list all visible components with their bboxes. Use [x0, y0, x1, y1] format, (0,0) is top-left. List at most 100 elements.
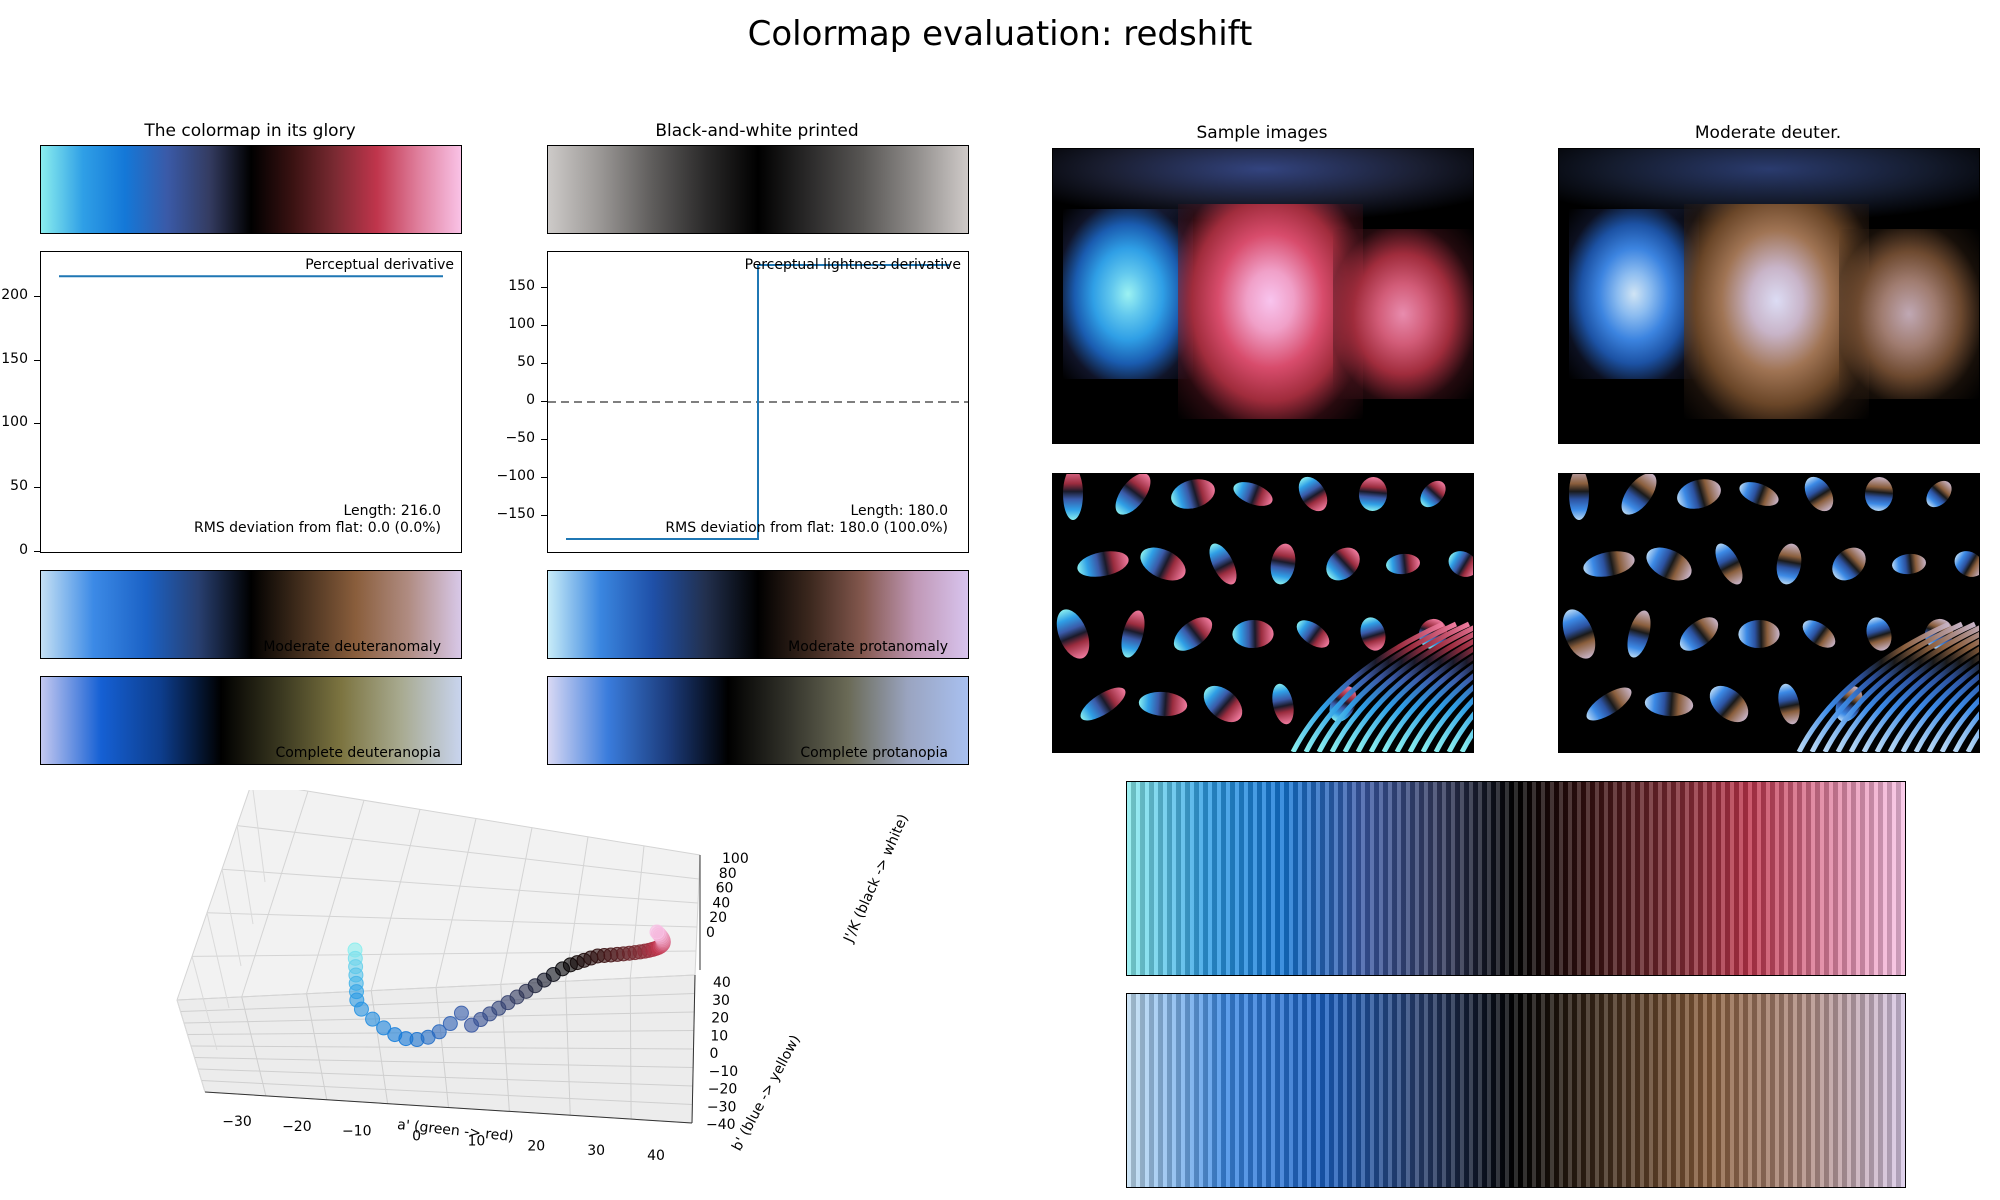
wave-lobe — [1776, 543, 1802, 585]
wave-lobe — [1954, 551, 1979, 577]
y-tick-mark — [541, 286, 547, 288]
y-tick-mark — [34, 487, 40, 489]
wave-lobe — [1203, 685, 1243, 723]
y-tick-mark — [541, 324, 547, 326]
left-wall-grid-line — [176, 999, 206, 1093]
y-tick-mark — [541, 515, 547, 517]
wave-ring — [1290, 621, 1445, 752]
floor-grid-line — [183, 1011, 695, 1024]
wave-ring — [1407, 673, 1473, 752]
floor-grid-line — [201, 1080, 693, 1105]
wave-lobe — [1804, 476, 1834, 512]
wave-ring — [1433, 696, 1473, 752]
wall-grid-line — [500, 827, 533, 985]
wave-lobe — [1326, 547, 1360, 581]
y-tick-label: 200 — [1, 286, 28, 303]
y-tick-label: 10 — [710, 1028, 728, 1044]
wave-lobe — [1232, 619, 1274, 649]
wave-ring — [1835, 625, 1979, 752]
wave-ring — [1420, 684, 1473, 752]
wave-lobe — [1233, 482, 1273, 506]
sample-image-waves — [1052, 473, 1474, 753]
bw-title: Black-and-white printed — [655, 121, 859, 141]
floor-grid-line — [194, 1057, 694, 1068]
x-tick-label: −10 — [342, 1124, 372, 1140]
wave-ring — [1861, 638, 1979, 752]
wall-grid-line — [206, 912, 698, 928]
floor-grid-line — [197, 1068, 693, 1087]
colormap-bar-moderate-protanomaly: Moderate protanomaly — [547, 570, 969, 659]
wave-ring — [1809, 621, 1964, 752]
deuter-blob-brown — [1839, 229, 1979, 399]
wave-ring — [1913, 673, 1979, 752]
wave-lobe — [1272, 683, 1294, 725]
y-tick-label: 150 — [1, 350, 28, 367]
wave-lobe — [1140, 547, 1186, 581]
wave-ring — [1900, 663, 1979, 752]
wave-lobe — [1866, 617, 1892, 651]
colormap-sample-point — [365, 1011, 381, 1027]
wave-lobe — [1586, 687, 1632, 721]
left-wall-grid-line — [206, 912, 230, 1009]
figure-title: Colormap evaluation: redshift — [747, 14, 1253, 54]
wave-lobe — [1296, 620, 1330, 648]
y-tick-mark — [541, 362, 547, 364]
wave-lobe — [1121, 610, 1145, 658]
wave-lobe — [1677, 479, 1721, 509]
wave-lobe — [1679, 617, 1719, 651]
sample-blob-red — [1333, 229, 1473, 399]
moderate-protanomaly-label: Moderate protanomaly — [788, 639, 948, 655]
wave-ring — [1368, 646, 1473, 752]
wave-lobe — [1569, 474, 1589, 520]
y-tick-mark — [34, 423, 40, 425]
wave-ring — [1965, 728, 1979, 752]
floor-grid-line — [180, 993, 695, 1012]
length-annotation-2: Length: 180.0 — [850, 503, 948, 519]
wave-lobe — [1892, 553, 1926, 575]
y-tick-label: −150 — [496, 506, 535, 523]
length-annotation-1: Length: 216.0 — [343, 503, 441, 519]
wave-lobe — [1644, 691, 1694, 717]
wave-ring — [1381, 654, 1473, 752]
y-tick-label: −30 — [707, 1099, 737, 1115]
colormap-sample-point — [431, 1024, 447, 1040]
deuter-blob-tan — [1684, 204, 1869, 419]
x-tick-label: 0 — [412, 1129, 421, 1145]
z-tick-label: 60 — [716, 881, 734, 897]
y-tick-label: 100 — [508, 315, 535, 332]
stripe-image-deuter — [1126, 993, 1906, 1188]
y-tick-label: −50 — [505, 430, 535, 447]
wave-lobe — [1420, 480, 1446, 508]
wave-lobe — [1621, 474, 1657, 515]
y-tick-label: −10 — [709, 1064, 739, 1080]
wave-lobe — [1209, 543, 1237, 585]
deuter-blob-light — [1569, 209, 1699, 379]
wall-grid-line — [241, 790, 309, 998]
moderate-deuter-title: Moderate deuter. — [1694, 123, 1842, 143]
derivative-series-line — [566, 263, 950, 541]
colormap-bar-complete-deuteranopia: Complete deuteranopia — [40, 676, 462, 765]
wave-ring — [1848, 631, 1979, 752]
x-tick-label: 40 — [647, 1148, 665, 1164]
sample-waves-svg — [1056, 474, 1473, 752]
x-tick-label: 30 — [587, 1143, 605, 1159]
deuter-waves-svg — [1562, 474, 1979, 752]
wall-grid-line — [306, 800, 365, 994]
wave-lobe — [1080, 687, 1126, 721]
y-axis-label: b' (blue -> yellow) — [729, 1033, 804, 1154]
y-tick-label: 50 — [517, 353, 535, 370]
sample-images-title: Sample images — [1196, 123, 1328, 143]
wave-ring — [1822, 621, 1977, 752]
wall-grid-line — [176, 974, 696, 1001]
y-tick-label: 100 — [1, 414, 28, 431]
y-tick-mark — [541, 477, 547, 479]
lightness-derivative-plot — [548, 263, 968, 541]
lightness-derivative-chart: Perceptual lightness derivative Length: … — [547, 251, 969, 553]
y-tick-label: 150 — [508, 277, 535, 294]
moderate-deuteranomaly-label: Moderate deuteranomaly — [263, 639, 441, 655]
waves-group — [1056, 474, 1473, 752]
left-wall-grid-line — [221, 869, 242, 967]
wave-ring — [1446, 711, 1473, 752]
wave-lobe — [1864, 477, 1894, 511]
wave-lobe — [1627, 610, 1651, 658]
